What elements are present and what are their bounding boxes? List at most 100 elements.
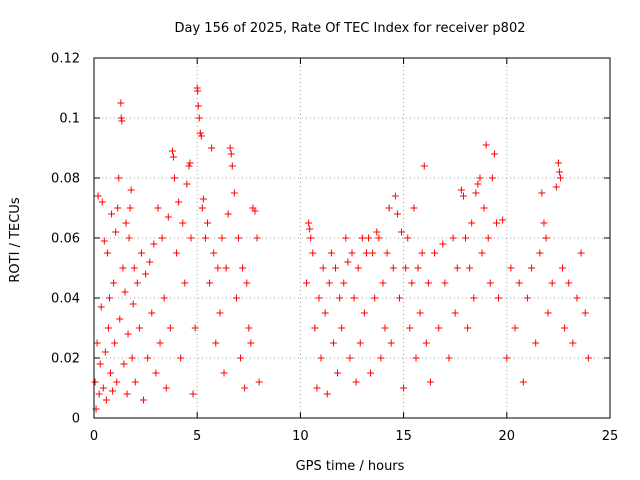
data-point bbox=[573, 294, 581, 302]
data-point bbox=[206, 279, 214, 287]
data-point bbox=[170, 174, 178, 182]
data-point bbox=[375, 234, 383, 242]
data-point bbox=[220, 369, 228, 377]
y-tick-label: 0.08 bbox=[51, 172, 80, 187]
data-point bbox=[453, 264, 461, 272]
data-point bbox=[212, 339, 220, 347]
data-point bbox=[198, 204, 206, 212]
data-point bbox=[226, 144, 234, 152]
data-point bbox=[373, 228, 381, 236]
data-point bbox=[216, 309, 224, 317]
data-point bbox=[492, 219, 500, 227]
data-point bbox=[581, 309, 589, 317]
data-point bbox=[418, 249, 426, 257]
data-point bbox=[503, 354, 511, 362]
data-point bbox=[126, 204, 134, 212]
y-axis-label: ROTI / TECUs bbox=[8, 197, 23, 282]
data-point bbox=[325, 279, 333, 287]
data-point bbox=[542, 234, 550, 242]
data-point bbox=[488, 174, 496, 182]
x-tick-label: 5 bbox=[193, 429, 201, 444]
data-point bbox=[414, 264, 422, 272]
data-point bbox=[166, 324, 174, 332]
data-point bbox=[416, 309, 424, 317]
data-point bbox=[342, 234, 350, 242]
data-point bbox=[544, 309, 552, 317]
data-point bbox=[387, 339, 395, 347]
data-point bbox=[435, 324, 443, 332]
data-point bbox=[468, 219, 476, 227]
x-axis-ticks: 0 5 10 15 20 25 bbox=[90, 58, 618, 444]
data-point bbox=[93, 339, 101, 347]
data-point bbox=[94, 192, 102, 200]
data-point bbox=[175, 198, 183, 206]
data-point bbox=[540, 219, 548, 227]
y-tick-label: 0.1 bbox=[59, 112, 80, 127]
data-point bbox=[365, 234, 373, 242]
data-point bbox=[103, 249, 111, 257]
data-point bbox=[519, 378, 527, 386]
data-point bbox=[528, 264, 536, 272]
data-point bbox=[412, 354, 420, 362]
data-point bbox=[107, 369, 115, 377]
data-point bbox=[474, 180, 482, 188]
data-point bbox=[102, 396, 110, 404]
data-point bbox=[99, 384, 107, 392]
data-point bbox=[137, 249, 145, 257]
data-point bbox=[486, 279, 494, 287]
data-point bbox=[554, 159, 562, 167]
data-point bbox=[422, 339, 430, 347]
data-point bbox=[140, 396, 148, 404]
data-point bbox=[555, 168, 563, 176]
data-point bbox=[511, 324, 519, 332]
data-point bbox=[439, 240, 447, 248]
data-point bbox=[379, 279, 387, 287]
y-axis-ticks: 0 0.02 0.04 0.06 0.08 0.1 0.12 bbox=[51, 52, 610, 427]
data-point bbox=[241, 384, 249, 392]
data-point bbox=[331, 264, 339, 272]
y-tick-label: 0 bbox=[72, 412, 80, 427]
data-point bbox=[523, 294, 531, 302]
data-point bbox=[169, 153, 177, 161]
data-point bbox=[559, 264, 567, 272]
data-point bbox=[402, 264, 410, 272]
data-point bbox=[210, 249, 218, 257]
data-point bbox=[196, 129, 204, 137]
data-point bbox=[470, 294, 478, 302]
data-point bbox=[317, 354, 325, 362]
data-point bbox=[146, 258, 154, 266]
data-point bbox=[398, 228, 406, 236]
data-point bbox=[199, 195, 207, 203]
data-point bbox=[101, 348, 109, 356]
data-point bbox=[371, 294, 379, 302]
data-point bbox=[121, 288, 129, 296]
data-point bbox=[538, 189, 546, 197]
data-point bbox=[214, 264, 222, 272]
data-point bbox=[112, 228, 120, 236]
data-point bbox=[156, 339, 164, 347]
data-point bbox=[561, 324, 569, 332]
data-point bbox=[490, 150, 498, 158]
data-point bbox=[344, 258, 352, 266]
data-point bbox=[306, 225, 314, 233]
data-point bbox=[105, 294, 113, 302]
data-point bbox=[323, 390, 331, 398]
data-point bbox=[565, 279, 573, 287]
data-point bbox=[311, 324, 319, 332]
data-point bbox=[148, 309, 156, 317]
data-point bbox=[181, 279, 189, 287]
data-point bbox=[404, 234, 412, 242]
data-point bbox=[247, 339, 255, 347]
data-point bbox=[334, 369, 342, 377]
data-point bbox=[507, 264, 515, 272]
data-point bbox=[354, 264, 362, 272]
data-point bbox=[116, 315, 124, 323]
data-point bbox=[462, 234, 470, 242]
data-point bbox=[383, 249, 391, 257]
data-point bbox=[224, 210, 232, 218]
data-point bbox=[336, 294, 344, 302]
data-point bbox=[239, 264, 247, 272]
data-point bbox=[408, 279, 416, 287]
data-point bbox=[187, 234, 195, 242]
